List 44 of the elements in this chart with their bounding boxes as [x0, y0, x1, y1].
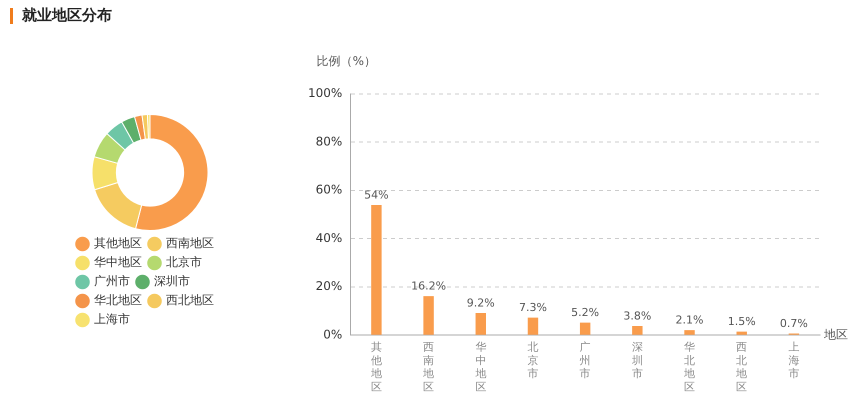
bar: [684, 330, 695, 335]
x-tick-label: 上海市: [788, 340, 800, 380]
legend-label: 上海市: [94, 312, 130, 326]
legend-label: 广州市: [94, 274, 130, 288]
legend-label: 西北地区: [166, 293, 214, 308]
x-tick-label: 北京市: [527, 340, 538, 380]
y-tick-label: 0%: [323, 327, 342, 342]
chart-title: 就业地区分布: [22, 6, 112, 25]
data-label: 0.7%: [780, 316, 808, 330]
x-tick-label: 其他地区: [370, 340, 382, 394]
x-tick-label: 深圳市: [630, 340, 643, 380]
x-tick-label: 华中地区: [474, 340, 486, 394]
x-tick-label: 广州市: [580, 340, 591, 380]
data-label: 5.2%: [571, 306, 600, 320]
data-label: 16.2%: [411, 279, 446, 292]
data-label: 1.5%: [728, 314, 756, 328]
bar: [528, 318, 538, 335]
y-tick-label: 60%: [316, 182, 342, 197]
data-label: 7.3%: [518, 300, 547, 314]
bar: [476, 313, 486, 335]
bar: [632, 326, 643, 335]
bar: [736, 332, 747, 335]
x-tick-label: 华北地区: [683, 340, 696, 394]
legend-label: 华中地区: [94, 255, 142, 270]
y-tick-label: 40%: [316, 230, 342, 245]
bar: [371, 204, 382, 335]
data-label: 9.2%: [466, 296, 495, 310]
bar: [580, 322, 590, 335]
data-label: 54%: [364, 188, 389, 202]
x-axis-title: 地区: [823, 327, 848, 342]
data-label: 2.1%: [676, 313, 704, 326]
legend-label: 其他地区: [94, 236, 142, 250]
legend-label: 华北地区: [94, 293, 142, 308]
legend-label: 北京市: [166, 255, 202, 270]
x-tick-label: 西南地区: [422, 340, 434, 394]
y-tick-label: 80%: [316, 134, 342, 148]
y-tick-label: 100%: [308, 86, 342, 100]
data-label: 3.8%: [623, 309, 652, 322]
y-tick-label: 20%: [316, 279, 342, 294]
legend-label: 深圳市: [154, 274, 190, 288]
x-tick-label: 西北地区: [735, 340, 748, 394]
bar: [423, 296, 434, 335]
y-axis-title: 比例（%）: [316, 54, 376, 68]
legend-label: 西南地区: [166, 236, 214, 250]
